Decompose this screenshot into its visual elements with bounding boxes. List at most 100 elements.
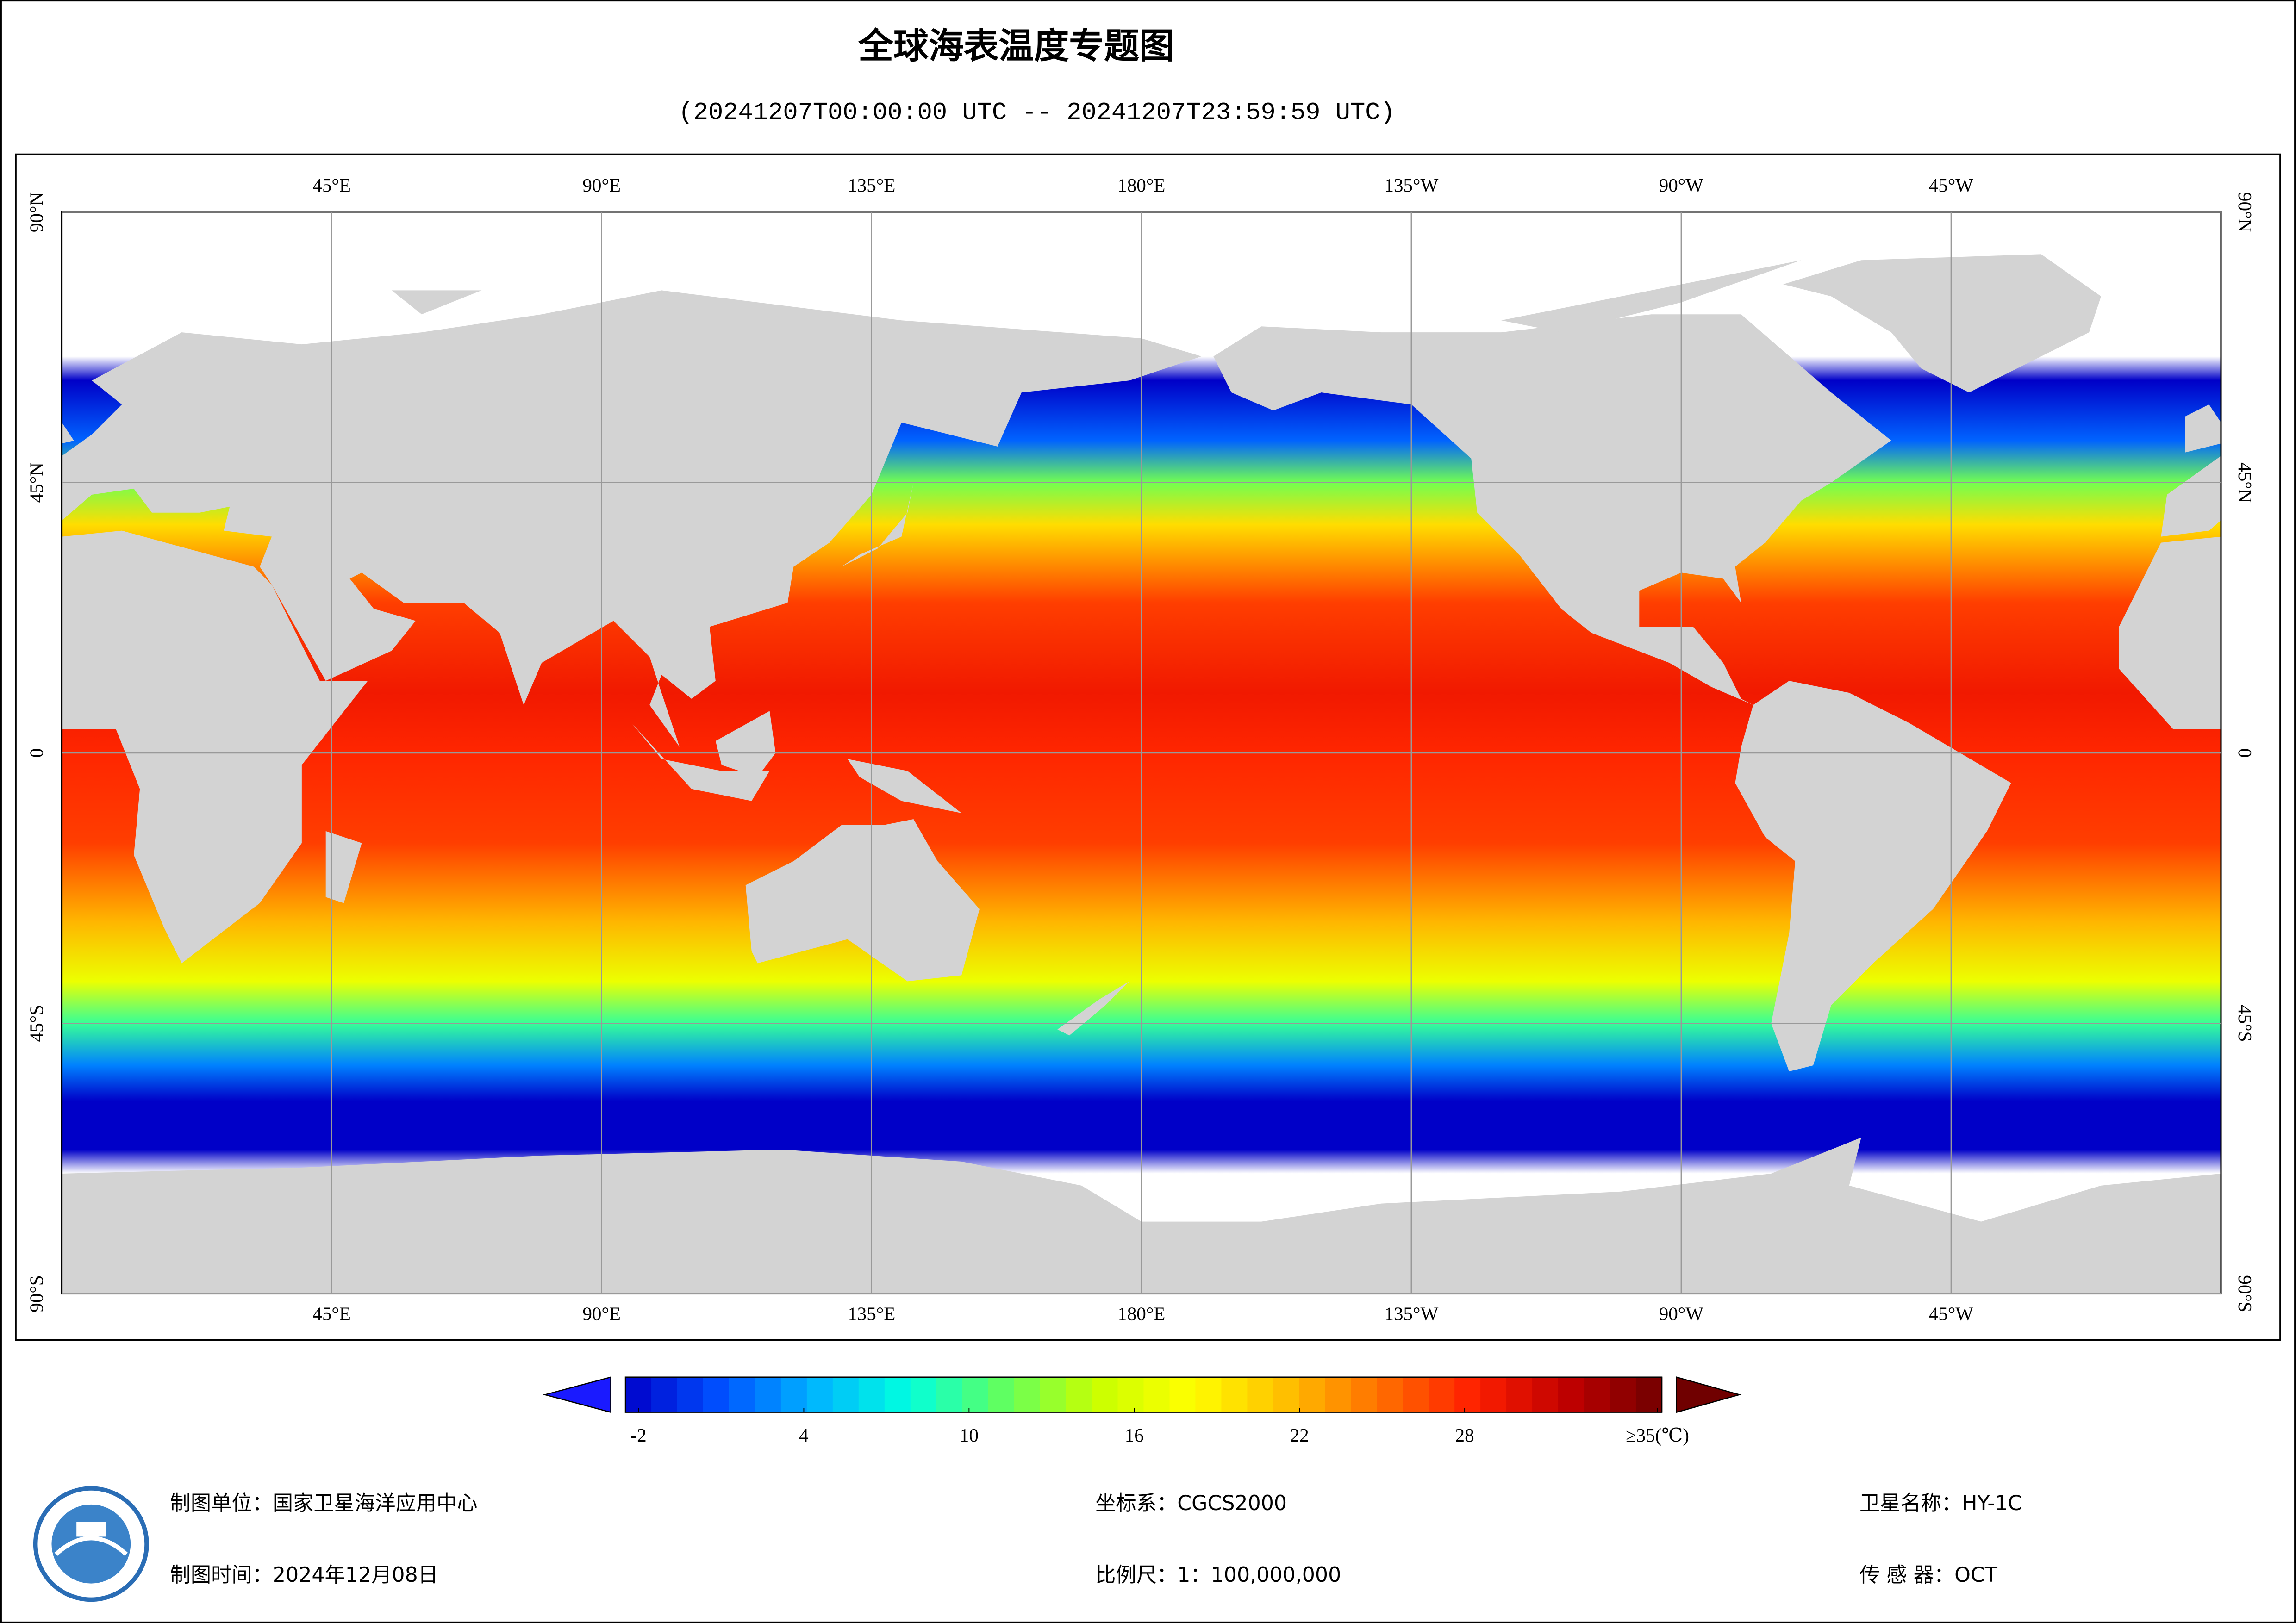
colorbar-swatch — [832, 1377, 860, 1412]
footer-scale: 比例尺：1：100,000,000 — [1095, 1563, 1341, 1587]
colorbar-tick-label: 22 — [1290, 1424, 1309, 1446]
logo-wave — [54, 1536, 128, 1556]
lat-tick-label: 90°N — [2234, 192, 2256, 232]
colorbar-swatch — [1143, 1377, 1170, 1412]
land — [745, 819, 980, 982]
colorbar-swatch — [1506, 1377, 1533, 1412]
colorbar-swatch — [651, 1377, 678, 1412]
footer-satellite: 卫星名称：HY-1C — [1859, 1492, 2022, 1515]
land — [62, 290, 1202, 747]
land — [847, 759, 962, 813]
colorbar-swatch — [1403, 1377, 1429, 1412]
lat-tick-label: 90°N — [25, 192, 47, 232]
lat-tick-label: 45°S — [25, 1005, 47, 1042]
footer-crs: 坐标系：CGCS2000 — [1095, 1492, 1287, 1515]
colorbar-border — [624, 1376, 1663, 1413]
colorbar: -2 4 10 16 22 28 ≥35(℃) — [543, 1376, 1742, 1446]
land — [2119, 536, 2221, 729]
colorbar-swatch — [1066, 1377, 1092, 1412]
land — [2161, 456, 2221, 537]
colorbar-swatch — [1532, 1377, 1559, 1412]
colorbar-swatch — [858, 1377, 886, 1412]
colorbar-tick-label: 28 — [1455, 1424, 1474, 1446]
colorbar-swatch — [1454, 1377, 1481, 1412]
colorbar-tick-label: ≥35(℃) — [1626, 1424, 1689, 1446]
colorbar-tick-label: 4 — [799, 1424, 809, 1446]
colorbar-swatch — [780, 1377, 808, 1412]
land — [1735, 681, 2011, 1072]
lon-tick-label: 45°E — [312, 174, 351, 196]
colorbar-swatch — [962, 1377, 989, 1412]
footer-sensor: 传 感 器：OCT — [1859, 1563, 1998, 1587]
colorbar-swatch — [1480, 1377, 1507, 1412]
land — [1783, 254, 2101, 393]
colorbar-swatch — [1014, 1377, 1041, 1412]
lon-tick-label: 180°E — [1117, 1303, 1165, 1324]
colorbar-swatch — [1195, 1377, 1222, 1412]
lat-tick-label: 0 — [2234, 748, 2256, 758]
colorbar-swatch — [1584, 1377, 1611, 1412]
land — [1501, 260, 1802, 333]
colorbar-swatch — [1377, 1377, 1404, 1412]
lon-tick-label: 135°E — [848, 174, 895, 196]
footer-date: 制图时间：2024年12月08日 — [170, 1563, 438, 1587]
logo — [33, 1486, 149, 1602]
lon-tick-label: 90°E — [582, 1303, 621, 1324]
colorbar-swatch — [1273, 1377, 1300, 1412]
subtitle: (20241207T00:00:00 UTC -- 20241207T23:59… — [679, 99, 1395, 127]
colorbar-under — [543, 1376, 611, 1413]
colorbar-swatch — [1635, 1377, 1663, 1412]
lon-tick-label: 135°W — [1384, 1303, 1438, 1324]
colorbar-swatch — [755, 1377, 782, 1412]
colorbar-swatch — [677, 1377, 704, 1412]
land — [325, 831, 362, 903]
colorbar-swatch — [1325, 1377, 1352, 1412]
lon-tick-label: 90°E — [582, 174, 621, 196]
colorbar-swatch — [1169, 1377, 1196, 1412]
lat-tick-label: 45°N — [25, 462, 47, 503]
lon-tick-label: 45°W — [1929, 1303, 1974, 1324]
colorbar-tick-label: 10 — [960, 1424, 979, 1446]
lon-tick-label: 45°W — [1929, 174, 1974, 196]
colorbar-swatch — [1610, 1377, 1637, 1412]
colorbar-swatch — [1429, 1377, 1455, 1412]
colorbar-swatch — [625, 1377, 652, 1412]
lon-tick-label: 135°E — [848, 1303, 895, 1324]
colorbar-swatch — [1117, 1377, 1144, 1412]
land — [715, 711, 776, 777]
lon-tick-label: 180°E — [1117, 174, 1165, 196]
colorbar-swatch — [1351, 1377, 1378, 1412]
logo-satellite — [76, 1522, 106, 1537]
colorbar-swatch — [806, 1377, 834, 1412]
land — [62, 422, 74, 444]
lat-tick-label: 90°S — [2234, 1275, 2256, 1312]
axes: 45°E 45°E 90°E 90°E 135°E 135°E 180°E 180°E 135°… — [25, 174, 2256, 1324]
colorbar-swatch — [1040, 1377, 1067, 1412]
title: 全球海表温度专题图 — [858, 25, 1174, 66]
lon-tick-label: 135°W — [1384, 174, 1438, 196]
footer-unit: 制图单位：国家卫星海洋应用中心 — [170, 1492, 478, 1515]
colorbar-swatch — [729, 1377, 756, 1412]
land — [1213, 314, 1891, 705]
land — [62, 530, 368, 964]
colorbar-swatch — [1247, 1377, 1274, 1412]
colorbar-swatch — [1299, 1377, 1326, 1412]
lon-tick-label: 45°E — [312, 1303, 351, 1324]
colorbar-tick-label: 16 — [1125, 1424, 1144, 1446]
colorbar-tick-label: -2 — [630, 1424, 646, 1446]
colorbar-over — [1676, 1376, 1742, 1413]
colorbar-swatch — [910, 1377, 937, 1412]
lat-tick-label: 45°N — [2234, 462, 2256, 503]
colorbar-swatch — [988, 1377, 1015, 1412]
logo-globe — [51, 1504, 131, 1584]
land — [631, 723, 770, 801]
colorbar-swatch — [1092, 1377, 1118, 1412]
lat-tick-label: 45°S — [2234, 1005, 2256, 1042]
lat-tick-label: 0 — [25, 748, 47, 758]
colorbar-swatch — [936, 1377, 963, 1412]
colorbar-swatch — [884, 1377, 911, 1412]
lat-tick-label: 90°S — [25, 1275, 47, 1312]
land — [841, 482, 914, 567]
